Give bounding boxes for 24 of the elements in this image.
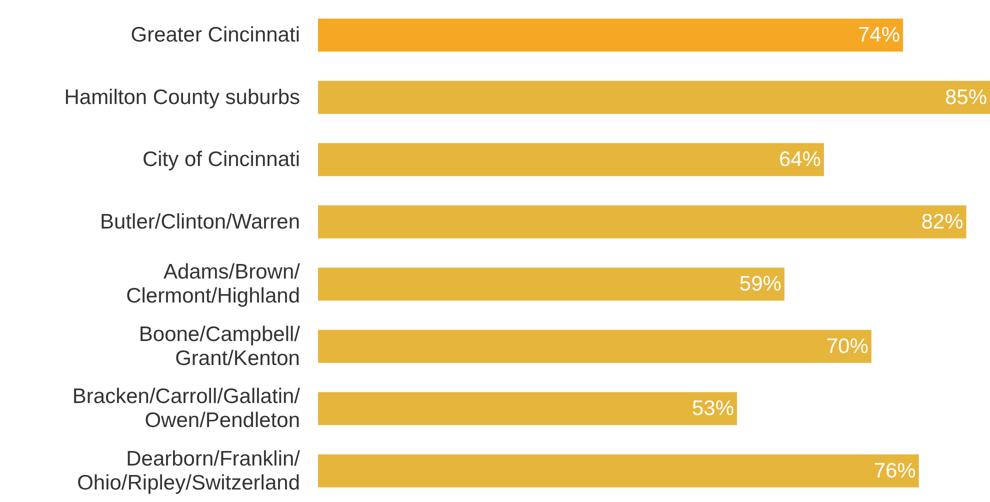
y-tick-label: Dearborn/Franklin/ Ohio/Ripley/Switzerland xyxy=(77,447,300,494)
data-label: 82% xyxy=(921,210,964,234)
y-tick-label: Bracken/Carroll/Gallatin/ Owen/Pendleton xyxy=(72,385,300,432)
bar xyxy=(318,18,904,52)
data-label: 85% xyxy=(944,86,987,109)
y-tick-label: City of Cincinnati xyxy=(142,148,300,172)
bar xyxy=(318,392,738,426)
data-label: 70% xyxy=(826,334,868,358)
y-tick-label: Hamilton County suburbs xyxy=(64,86,300,109)
data-label: 53% xyxy=(692,397,734,420)
bar xyxy=(318,143,824,176)
data-label: 74% xyxy=(858,24,900,47)
bar xyxy=(318,205,966,238)
data-label: 59% xyxy=(739,272,782,296)
bar xyxy=(318,330,872,363)
y-tick-label: Adams/Brown/ Clermont/Highland xyxy=(126,260,300,308)
data-label: 64% xyxy=(778,148,821,172)
bar xyxy=(318,454,919,488)
y-tick-label: Butler/Clinton/Warren xyxy=(100,210,300,234)
y-tick-label: Greater Cincinnati xyxy=(130,24,300,47)
data-label: 76% xyxy=(874,459,916,482)
bar xyxy=(318,80,990,114)
bar xyxy=(318,268,784,301)
y-tick-label: Boone/Campbell/ Grant/Kenton xyxy=(138,322,300,370)
